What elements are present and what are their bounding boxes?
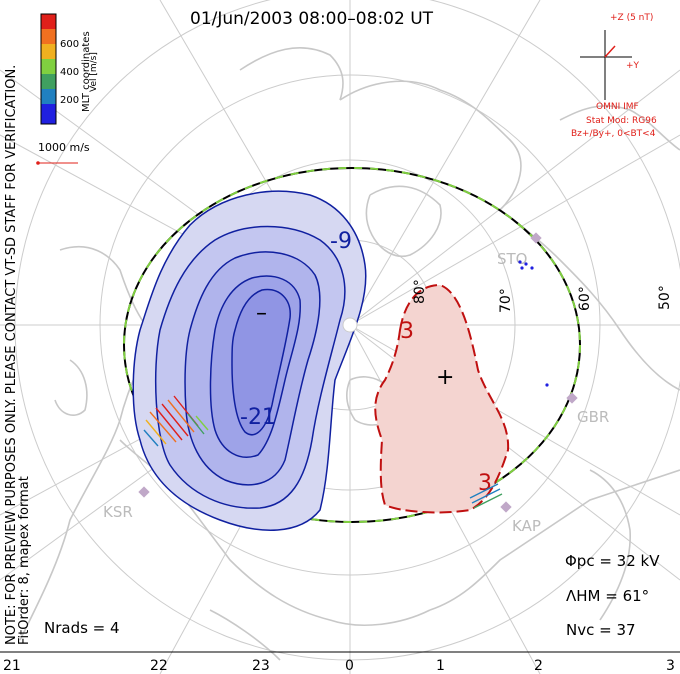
latitude-label-50: 50°	[657, 285, 673, 310]
colorbar-tick-200: 200	[60, 95, 79, 106]
contour-label-neg-21: -21	[240, 405, 276, 430]
vector-scale-dot	[36, 161, 40, 165]
imf-vector	[604, 45, 616, 58]
site-label-kap: KAP	[512, 517, 541, 535]
imf-condition-label: Bz+/By+, 0<BT<4	[571, 129, 656, 139]
maximum-marker: +	[436, 365, 454, 390]
velocity-vectors-sto	[518, 260, 549, 387]
mlt-label-3: 3	[666, 658, 675, 674]
mlt-label-23: 23	[252, 658, 270, 674]
imf-title: OMNI IMF	[596, 102, 639, 112]
mlt-label-2: 2	[534, 658, 543, 674]
imf-y-label: +Y	[626, 61, 640, 71]
n-vc-stat: Nvc = 37	[566, 621, 636, 639]
coastlines	[19, 47, 680, 661]
contour-label-pos-3-upper: 3	[400, 319, 414, 344]
mlt-label-0: 0	[345, 658, 354, 674]
velocity-vectors-ksr	[143, 395, 209, 447]
map-title: 01/Jun/2003 08:00–08:02 UT	[190, 9, 434, 29]
heppner-maynard-boundary-dash	[123, 167, 581, 523]
velocity-vectors-kap	[469, 483, 503, 509]
latitude-label-70: 70°	[498, 288, 514, 313]
contour-label-pos-3-lower: 3	[478, 471, 492, 496]
radar-sites	[138, 232, 578, 513]
latitude-label-60: 60°	[577, 286, 593, 311]
colorbar-label: Vel [m/s]	[89, 52, 99, 92]
site-label-gbr: GBR	[577, 408, 609, 426]
colorbar-tick-400: 400	[60, 67, 79, 78]
vector-scale-label: 1000 m/s	[38, 141, 90, 154]
colorbar-tick-600: 600	[60, 39, 79, 50]
velocity-colorbar	[40, 13, 57, 125]
preview-note: NOTE: FOR PREVIEW PURPOSES ONLY. PLEASE …	[4, 65, 19, 645]
latitude-label-80: 80°	[412, 279, 428, 304]
coordinates-label: MLT coordinates	[81, 31, 92, 112]
site-label-sto: STO	[497, 250, 528, 268]
mlt-label-1: 1	[436, 658, 445, 674]
positive-convection-cell	[374, 283, 510, 514]
negative-convection-cell	[132, 190, 367, 531]
pole-marker	[342, 317, 358, 333]
stat-model-label: Stat Mod: RG96	[586, 116, 657, 126]
mlt-label-22: 22	[150, 658, 168, 674]
lambda-hm-stat: ΛHM = 61°	[566, 587, 649, 605]
n-rads-stat: Nrads = 4	[44, 619, 120, 637]
minimum-marker: –	[256, 301, 267, 326]
phi-pc-stat: Φpc = 32 kV	[565, 552, 660, 570]
fit-order-note: FitOrder: 8, mapex format	[17, 476, 32, 645]
contour-label-neg-9: -9	[330, 229, 352, 254]
site-label-ksr: KSR	[103, 503, 133, 521]
imf-z-label: +Z (5 nT)	[610, 13, 653, 23]
mlt-label-21: 21	[3, 658, 21, 674]
